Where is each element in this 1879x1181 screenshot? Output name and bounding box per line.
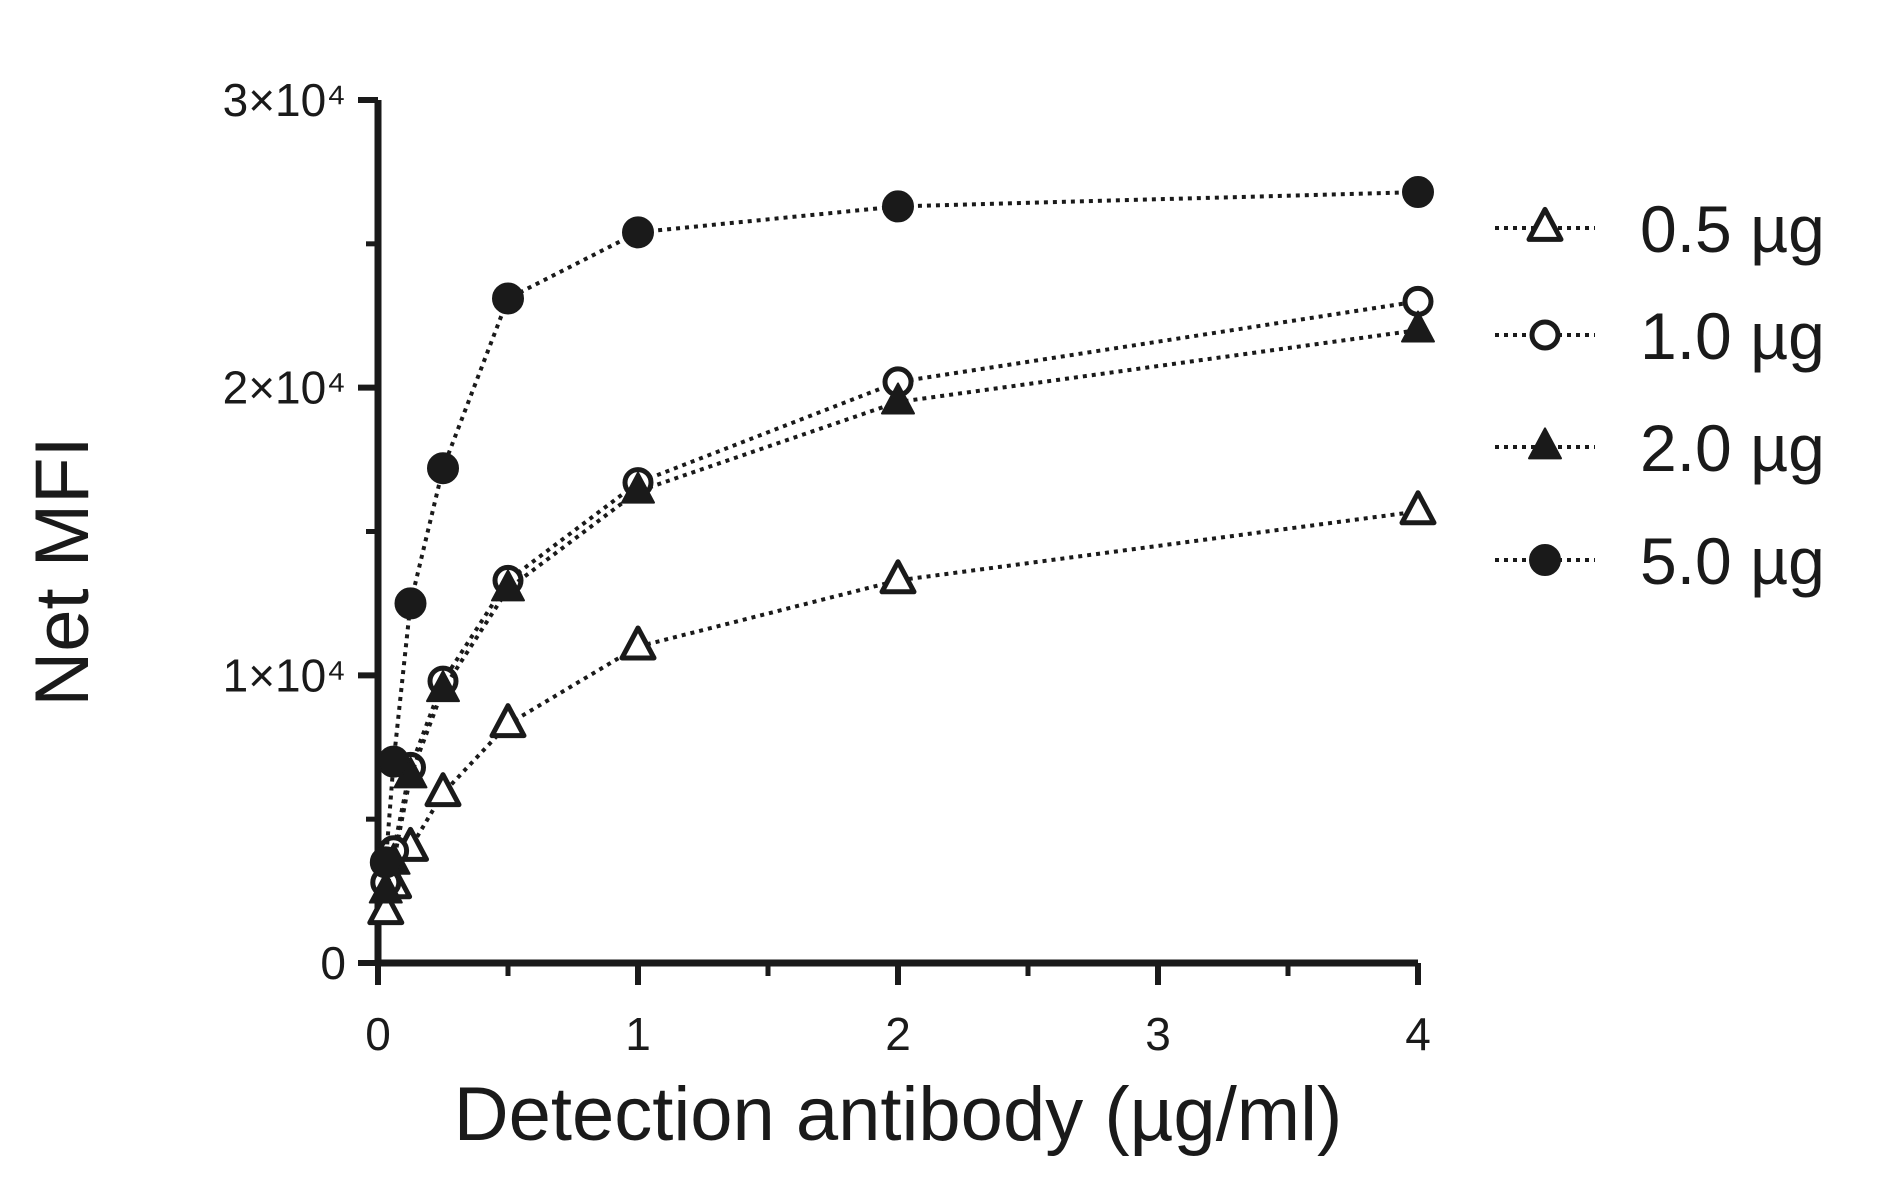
legend-item: 2.0 µg: [1495, 411, 1825, 485]
y-tick-label: 0: [320, 937, 346, 989]
legend-label: 1.0 µg: [1640, 299, 1825, 373]
series-line: [386, 192, 1418, 862]
x-tick-label: 2: [885, 1008, 911, 1060]
data-point: [493, 283, 523, 313]
legend-label: 2.0 µg: [1640, 411, 1825, 485]
x-axis-title: Detection antibody (µg/ml): [454, 1072, 1343, 1157]
series-layer: [370, 177, 1434, 923]
data-point: [623, 217, 653, 247]
legend-marker: [1529, 209, 1561, 239]
legend-marker: [1532, 322, 1558, 348]
data-point: [492, 706, 524, 736]
x-tick-label: 0: [365, 1008, 391, 1060]
y-tick-label: 2×10⁴: [223, 362, 346, 414]
legend-item: 5.0 µg: [1495, 524, 1825, 598]
data-point: [427, 775, 459, 805]
legend-marker: [1529, 428, 1561, 458]
legend-label: 5.0 µg: [1640, 524, 1825, 598]
data-point: [883, 191, 913, 221]
y-tick-label: 3×10⁴: [223, 74, 346, 126]
legend-label: 0.5 µg: [1640, 192, 1825, 266]
data-point: [1403, 177, 1433, 207]
y-tick-label: 1×10⁴: [223, 649, 346, 701]
x-tick-label: 1: [625, 1008, 651, 1060]
y-axis-title: Net MFI: [20, 436, 105, 706]
data-point: [371, 847, 401, 877]
series-3: [370, 312, 1434, 903]
legend-item: 0.5 µg: [1495, 192, 1825, 266]
x-tick-label: 3: [1145, 1008, 1171, 1060]
data-point: [882, 562, 914, 592]
data-point: [428, 453, 458, 483]
data-point: [1405, 288, 1431, 314]
data-point: [396, 588, 426, 618]
series-1: [370, 493, 1434, 923]
data-point: [1402, 312, 1434, 342]
data-point: [1402, 493, 1434, 523]
legend: 0.5 µg 1.0 µg 2.0 µg 5.0 µg: [1495, 192, 1825, 598]
data-point: [379, 747, 409, 777]
legend-item: 1.0 µg: [1495, 299, 1825, 373]
legend-marker: [1530, 545, 1560, 575]
x-tick-label: 4: [1405, 1008, 1431, 1060]
axes: 0 1×10⁴ 2×10⁴ 3×10⁴ 0 1 2 3 4: [223, 74, 1431, 1060]
series-4: [371, 177, 1433, 877]
